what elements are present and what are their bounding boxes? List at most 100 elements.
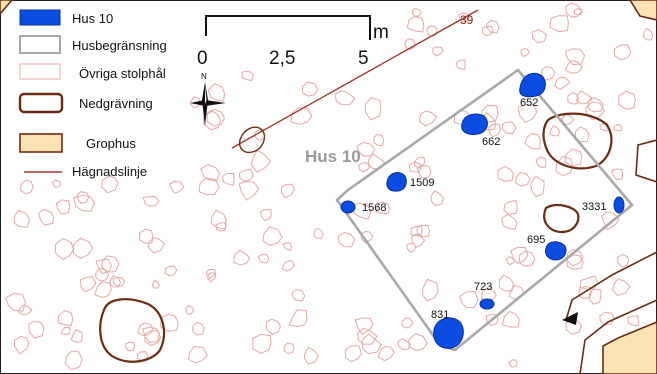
feature-label-1509: 1509	[410, 177, 434, 189]
pit-right	[542, 112, 613, 170]
feature-label-652: 652	[520, 97, 538, 109]
posthole-102	[52, 179, 62, 188]
posthole-41	[458, 12, 470, 23]
posthole-156	[147, 237, 166, 254]
posthole-57	[503, 200, 518, 215]
posthole-21	[185, 304, 195, 316]
posthole-158	[422, 278, 439, 302]
posthole-47	[576, 90, 593, 105]
posthole-40	[574, 7, 584, 16]
posthole-149	[210, 209, 227, 230]
pit-large-left	[99, 298, 166, 363]
fence-line-group: 39	[231, 9, 479, 149]
posthole-150	[280, 183, 295, 199]
posthole-88	[207, 272, 217, 283]
posthole-163	[411, 8, 423, 17]
legend-label-fence: Hägnadslinje	[72, 164, 147, 179]
posthole-139	[618, 90, 636, 110]
posthole-78	[510, 246, 529, 264]
posthole-75	[206, 108, 225, 127]
posthole-0	[418, 110, 438, 127]
posthole-126	[57, 310, 74, 327]
grophus-edge-right	[635, 139, 657, 183]
posthole-35	[250, 149, 272, 173]
feature-662	[461, 113, 488, 135]
posthole-11	[233, 249, 251, 266]
posthole-36	[481, 25, 494, 37]
posthole-120	[262, 226, 283, 246]
posthole-123	[611, 168, 624, 181]
posthole-83	[518, 250, 536, 267]
posthole-133	[375, 201, 391, 215]
posthole-7	[337, 231, 356, 248]
posthole-161	[72, 237, 94, 259]
posthole-63	[373, 134, 385, 147]
posthole-136	[55, 199, 71, 215]
grophus-corner-right	[629, 0, 657, 21]
grophus-corner-left	[0, 0, 14, 16]
grophus-area	[602, 321, 657, 374]
posthole-4	[515, 171, 531, 187]
posthole-50	[76, 190, 90, 204]
legend-label-boundary: Husbegränsning	[72, 38, 167, 53]
house-label: Hus 10	[305, 147, 361, 166]
legend-label-posthole: Övriga stolphål	[79, 66, 166, 81]
posthole-2	[238, 180, 260, 201]
posthole-1	[501, 310, 520, 328]
posthole-70	[579, 275, 598, 290]
posthole-25	[357, 327, 378, 345]
posthole-46	[192, 321, 205, 336]
posthole-103	[601, 211, 620, 231]
posthole-124	[207, 82, 226, 102]
posthole-29	[564, 148, 583, 167]
fence-posthole-1	[404, 38, 416, 50]
legend-label-hus10: Hus 10	[72, 11, 113, 26]
posthole-82	[459, 290, 479, 309]
posthole-93	[13, 335, 30, 355]
feature-label-662: 662	[482, 136, 500, 148]
posthole-146	[416, 224, 431, 238]
posthole-19	[432, 46, 445, 57]
posthole-48	[290, 106, 313, 126]
posthole-84	[508, 284, 526, 300]
posthole-92	[200, 163, 221, 182]
posthole-117	[555, 155, 573, 177]
posthole-106	[578, 285, 592, 300]
posthole-125	[642, 27, 654, 41]
posthole-108	[301, 81, 319, 97]
posthole-10	[164, 265, 178, 277]
posthole-97	[188, 346, 208, 364]
fence-line-label: 39	[460, 13, 474, 27]
feature-label-695: 695	[527, 234, 545, 246]
posthole-118	[101, 255, 120, 273]
legend-label-grophus: Grophus	[86, 136, 136, 151]
posthole-112	[215, 222, 227, 232]
posthole-layer	[5, 2, 654, 371]
fence-line	[231, 9, 479, 149]
posthole-90	[288, 309, 308, 328]
posthole-3	[257, 253, 270, 264]
posthole-62	[281, 260, 295, 272]
feature-label-723: 723	[474, 281, 492, 293]
posthole-15	[222, 173, 235, 186]
posthole-73	[313, 227, 324, 240]
posthole-38	[344, 345, 363, 363]
posthole-94	[93, 281, 112, 298]
feature-831	[433, 317, 464, 349]
legend-swatch-posthole	[19, 63, 61, 80]
posthole-33	[530, 175, 545, 198]
posthole-66	[588, 288, 602, 305]
posthole-8	[73, 194, 96, 212]
posthole-127	[283, 342, 295, 355]
posthole-81	[524, 133, 541, 150]
posthole-44	[541, 66, 556, 81]
posthole-148	[241, 70, 255, 82]
feature-label-layer: 652 662 1509 1568 3331 695 723 831	[362, 97, 606, 321]
posthole-91	[5, 292, 27, 312]
posthole-60	[377, 345, 395, 362]
posthole-20	[18, 304, 33, 316]
posthole-24	[485, 313, 499, 327]
